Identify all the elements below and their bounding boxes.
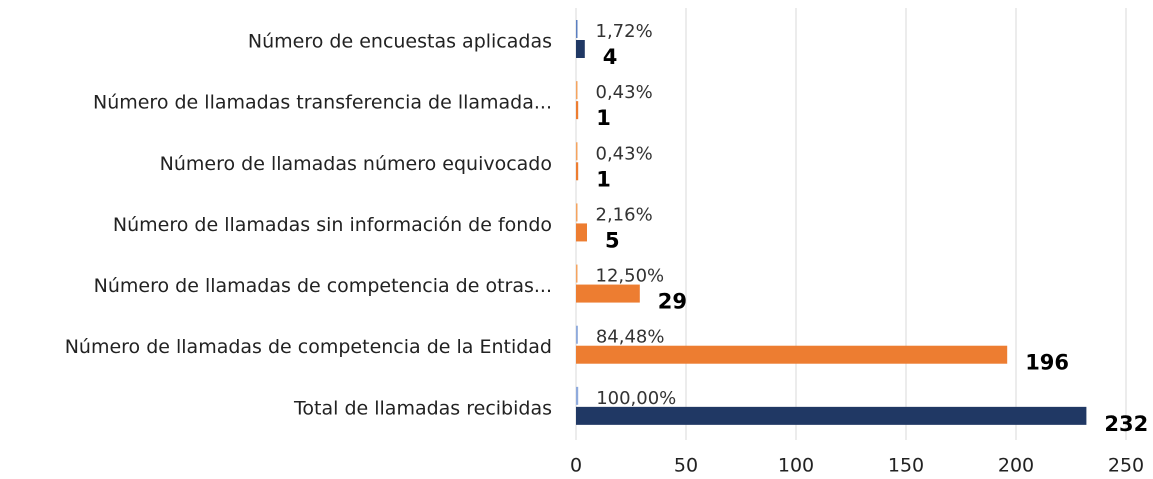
data-label: 232 — [1104, 412, 1148, 436]
x-tick-label: 0 — [570, 455, 582, 477]
bar — [576, 325, 578, 344]
bar — [576, 284, 640, 303]
data-label: 12,50% — [596, 266, 665, 287]
bar — [576, 203, 578, 222]
x-tick-label: 100 — [778, 455, 814, 477]
category-label: Número de llamadas número equivocado — [160, 153, 552, 175]
data-label: 5 — [605, 228, 620, 252]
data-label: 2,16% — [596, 204, 653, 225]
x-tick-label: 150 — [888, 455, 924, 477]
category-label: Número de encuestas aplicadas — [248, 31, 552, 53]
data-label: 1,72% — [596, 21, 653, 42]
data-label: 196 — [1025, 351, 1069, 375]
data-label: 1 — [596, 106, 611, 130]
bar — [576, 142, 578, 161]
bar — [576, 162, 579, 181]
data-label: 29 — [658, 290, 687, 314]
bar — [576, 223, 587, 242]
data-label: 0,43% — [596, 82, 653, 103]
bar — [576, 386, 579, 405]
category-label: Total de llamadas recibidas — [293, 397, 552, 419]
category-label: Número de llamadas transferencia de llam… — [93, 92, 552, 114]
bar — [576, 101, 579, 120]
data-label: 0,43% — [596, 143, 653, 164]
bar — [576, 81, 578, 100]
bar — [576, 406, 1087, 425]
data-label: 4 — [603, 45, 618, 69]
data-label: 84,48% — [596, 327, 665, 348]
bar — [576, 40, 585, 58]
category-label: Número de llamadas sin información de fo… — [113, 214, 552, 236]
x-tick-label: 200 — [998, 455, 1034, 477]
bar — [576, 20, 578, 38]
category-label: Número de llamadas de competencia de la … — [65, 336, 552, 358]
category-label: Número de llamadas de competencia de otr… — [94, 275, 552, 297]
bar — [576, 264, 578, 283]
bar — [576, 345, 1008, 364]
data-label: 1 — [596, 167, 611, 191]
x-tick-label: 50 — [674, 455, 698, 477]
data-label: 100,00% — [596, 388, 676, 409]
x-tick-label: 250 — [1108, 455, 1144, 477]
